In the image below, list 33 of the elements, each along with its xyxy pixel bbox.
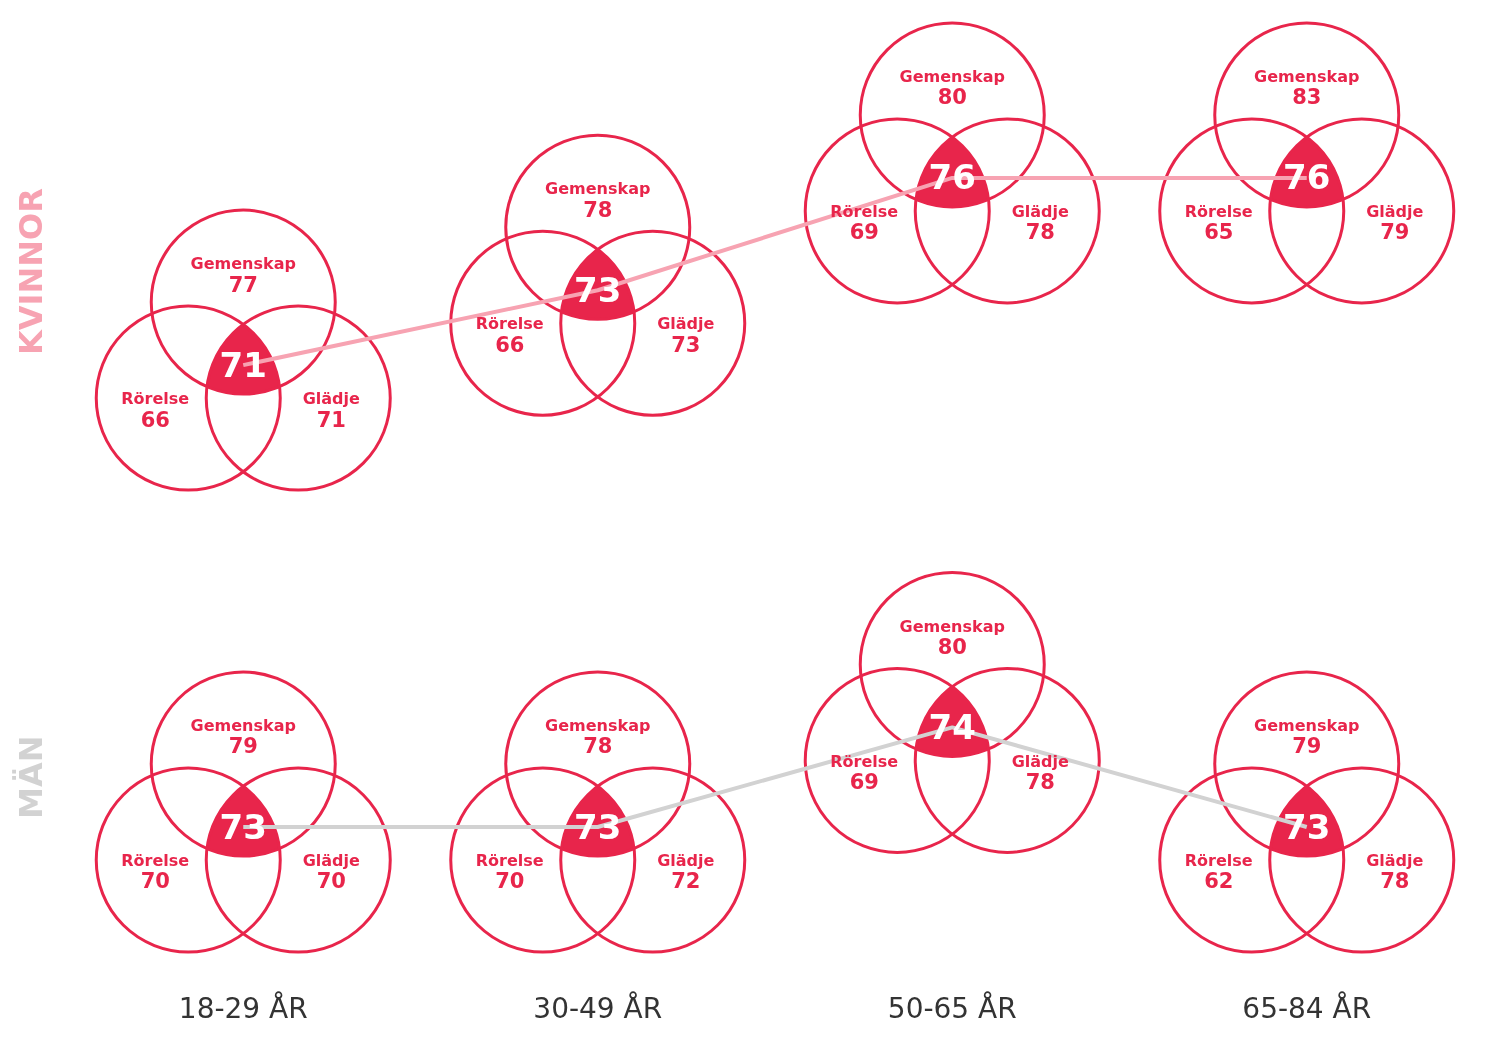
annotation: Rörelse 66	[475, 314, 544, 357]
data-label: 76	[1283, 157, 1331, 198]
data-label: 71	[219, 344, 267, 385]
annotation: Gemenskap 77	[190, 254, 296, 297]
text: Gemenskap 80	[899, 616, 1005, 659]
annotation: Gemenskap 79	[1254, 716, 1360, 759]
text: KVINNOR	[12, 188, 51, 355]
x-tick-label: 18-29 ÅR	[178, 991, 308, 1026]
text: Glädje 78	[1366, 851, 1424, 894]
annotation: Glädje 78	[1011, 751, 1069, 794]
data-label: 73	[1283, 806, 1331, 847]
annotation: Glädje 73	[657, 314, 715, 357]
annotation: Glädje 78	[1011, 202, 1069, 245]
text: Rörelse 66	[121, 389, 190, 432]
annotation: Gemenskap 79	[190, 716, 296, 759]
data-label: 73	[219, 806, 267, 847]
annotation: Glädje 79	[1366, 202, 1424, 245]
annotation: Gemenskap 78	[545, 179, 651, 222]
text: Rörelse 70	[475, 851, 544, 894]
text: Glädje 72	[657, 851, 715, 894]
annotation: Rörelse 65	[1184, 202, 1253, 245]
text: Rörelse 70	[121, 851, 190, 894]
x-tick-label: 30-49 ÅR	[533, 991, 663, 1026]
x-tick-label: 50-65 ÅR	[887, 991, 1017, 1026]
text: Rörelse 62	[1184, 851, 1253, 894]
annotation: Rörelse 69	[830, 751, 899, 794]
text: Gemenskap 83	[1254, 67, 1360, 110]
x-tick-label: 65-84 ÅR	[1242, 991, 1372, 1026]
annotation: Rörelse 69	[830, 202, 899, 245]
text: Glädje 70	[302, 851, 360, 894]
text: Gemenskap 80	[899, 67, 1005, 110]
text: Glädje 71	[302, 389, 360, 432]
annotation: Gemenskap 78	[545, 716, 651, 759]
